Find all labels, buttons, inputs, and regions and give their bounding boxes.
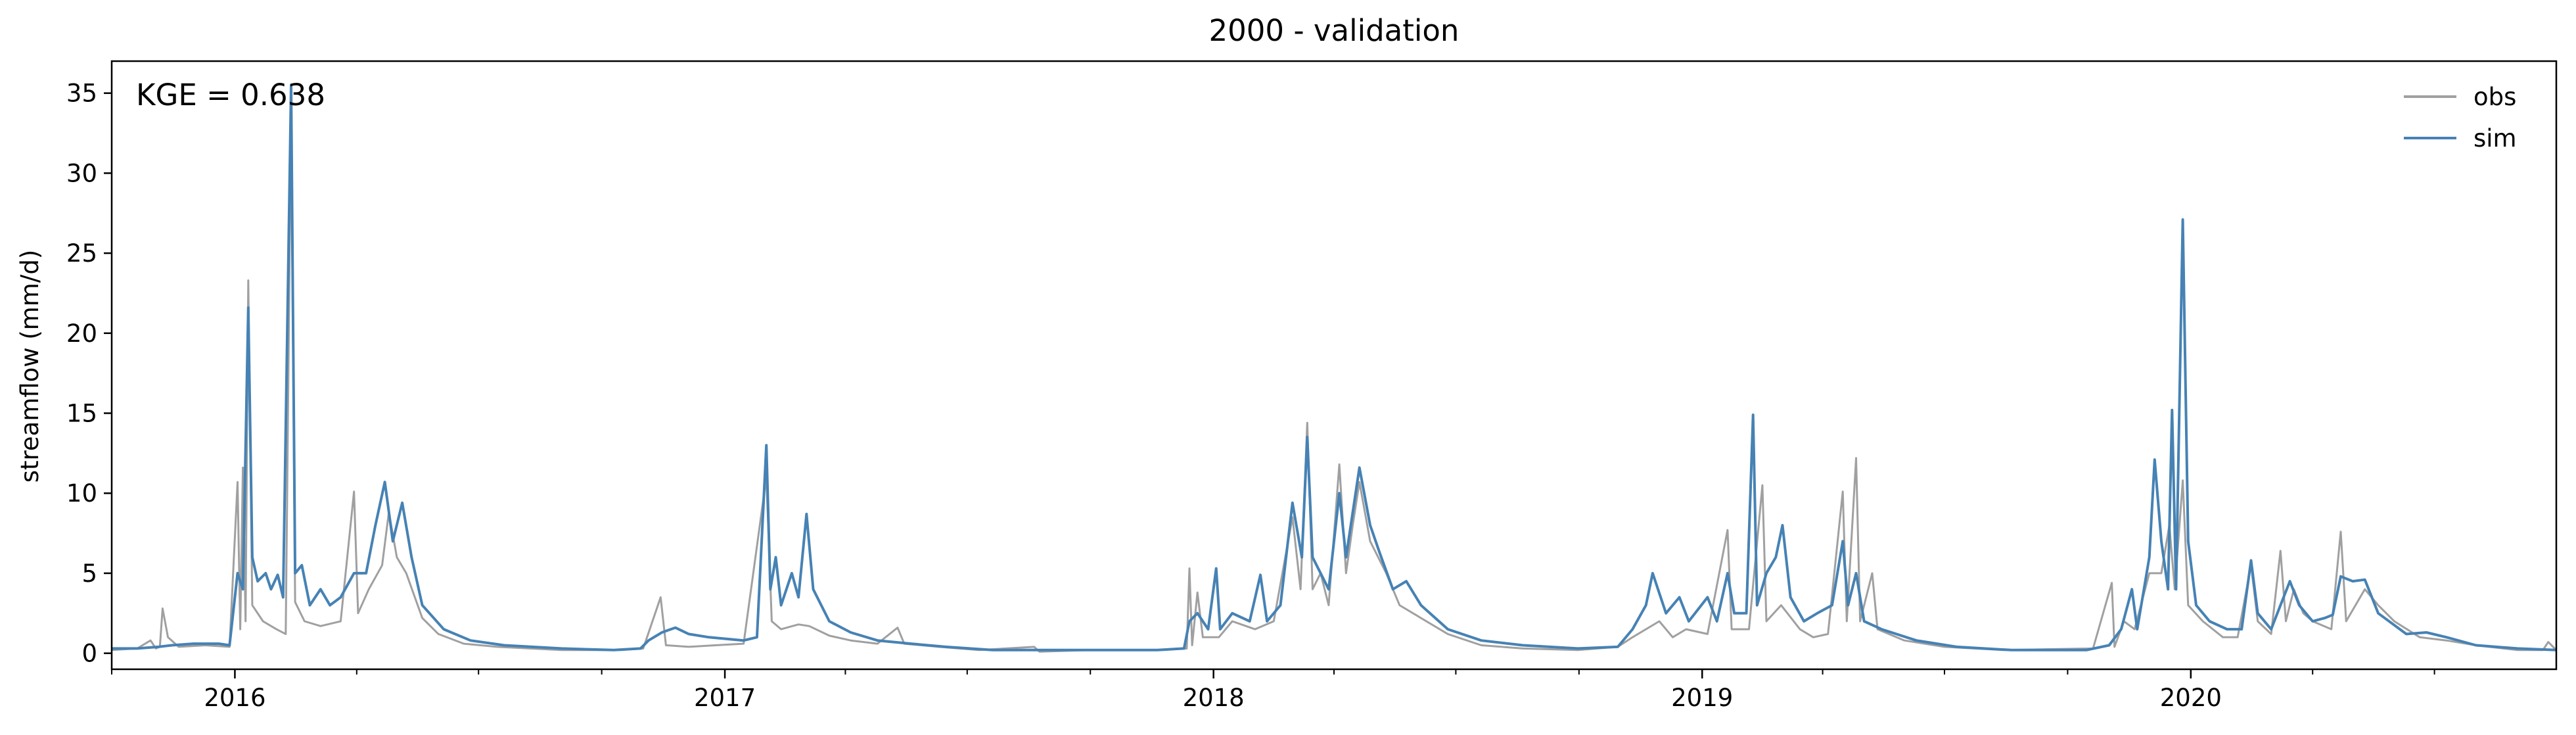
x-tick-label: 2016 [204, 684, 265, 712]
x-tick-label: 2017 [694, 684, 756, 712]
y-tick-label: 15 [66, 400, 97, 428]
y-axis-label: streamflow (mm/d) [16, 250, 44, 483]
kge-annotation: KGE = 0.638 [136, 78, 325, 112]
chart-title: 2000 - validation [1209, 13, 1460, 48]
series-line-sim [112, 83, 2557, 652]
series-layer [111, 83, 2558, 653]
x-tick-label: 2020 [2160, 684, 2222, 712]
axis-layer: 0 5 10 15 20 25 30 35 2016 2017 2018 2019 2020 [66, 80, 2435, 712]
y-tick-label: 25 [66, 239, 97, 268]
y-tick-label: 20 [66, 320, 97, 348]
y-tick-label: 30 [66, 159, 97, 187]
series-line-obs [111, 108, 2558, 653]
y-tick-label: 10 [66, 479, 97, 508]
legend-label-sim: sim [2473, 124, 2517, 153]
x-tick-label: 2018 [1183, 684, 1245, 712]
legend: obs sim [2404, 83, 2517, 153]
y-tick-label: 0 [81, 640, 97, 668]
legend-label-obs: obs [2473, 83, 2516, 111]
x-tick-label: 2019 [1671, 684, 1733, 712]
y-tick-label: 35 [66, 80, 97, 108]
y-tick-label: 5 [81, 559, 97, 588]
